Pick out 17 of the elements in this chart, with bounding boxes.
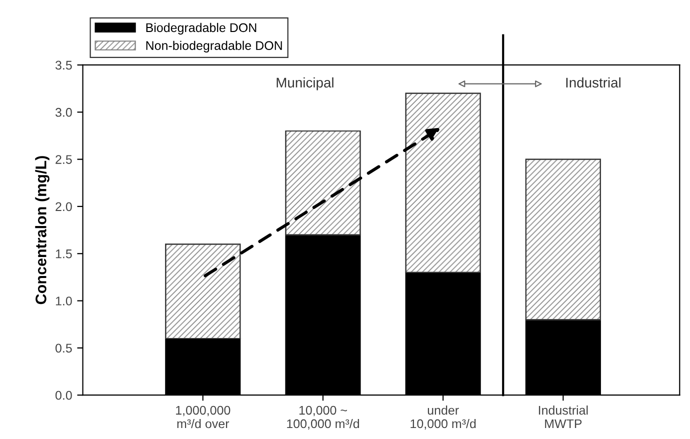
legend-label: Non-biodegradable DON <box>146 40 282 52</box>
y-tick-label: 3.5 <box>55 60 72 70</box>
y-tick-label: 1.5 <box>56 250 72 258</box>
legend-label: Biodegradable DON <box>146 22 256 35</box>
y-tick-label: 2.0 <box>56 202 72 212</box>
y-tick-label: 2.5 <box>56 155 72 164</box>
x-tick-label: 1,000,000 m³/d over <box>176 406 230 428</box>
y-tick-label: 3.0 <box>55 108 72 117</box>
x-tick-label: 10,000 ~ 100,000 m³/d <box>287 406 360 430</box>
annotation: Municipal <box>276 77 334 90</box>
y-axis-title: Concentralon (mg/L) <box>35 156 50 304</box>
annotation: Industrial <box>566 77 620 88</box>
y-tick-label: 0.0 <box>55 390 72 400</box>
y-tick-label: 1.0 <box>56 296 72 306</box>
x-tick-label: under 10,000 m³/d <box>410 406 476 430</box>
y-tick-label: 0.5 <box>55 344 72 353</box>
x-tick-label: Industrial MWTP <box>538 406 588 428</box>
